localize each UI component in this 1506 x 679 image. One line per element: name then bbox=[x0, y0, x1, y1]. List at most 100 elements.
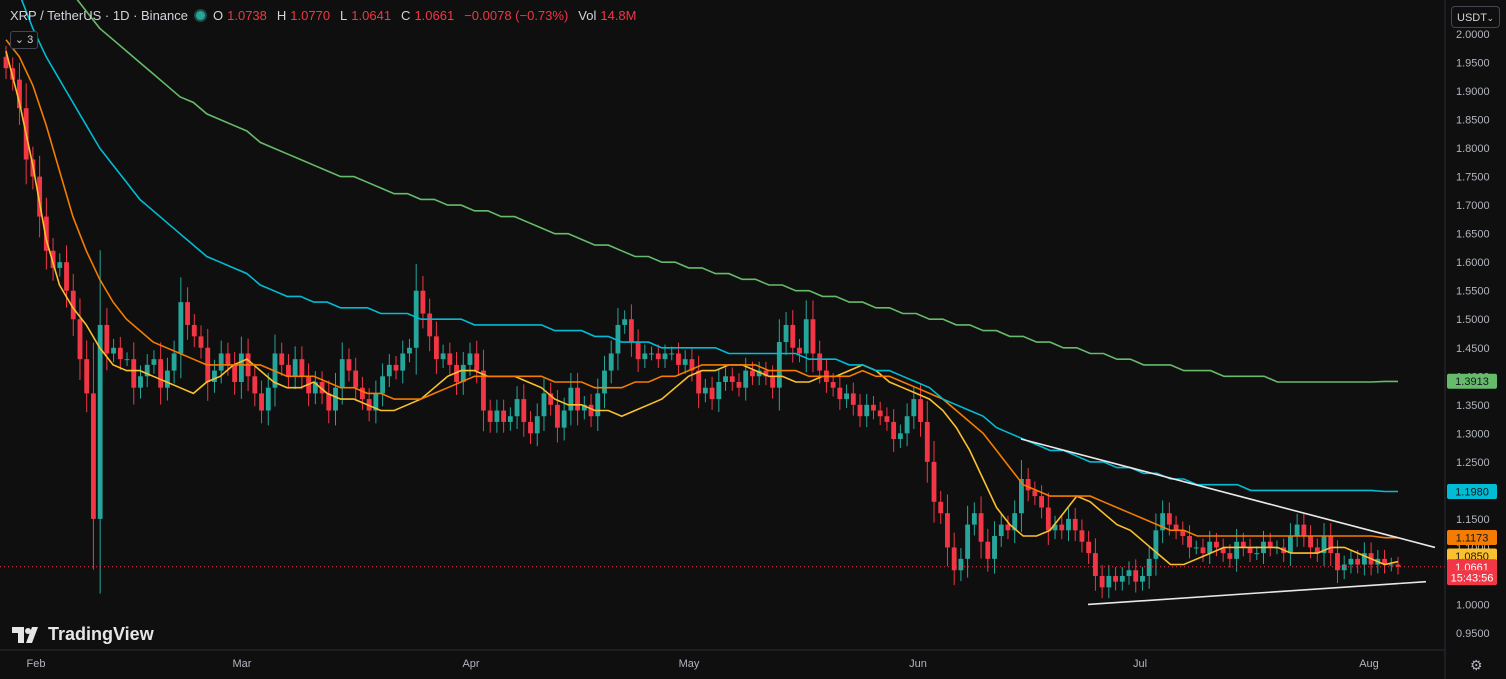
candle bbox=[171, 340, 177, 384]
candle bbox=[487, 399, 493, 433]
price-axis[interactable]: 2.0000 1.9500 1.9000 1.8500 1.8000 1.7500 1.70… bbox=[1456, 29, 1490, 640]
candle bbox=[178, 277, 184, 379]
candle bbox=[164, 357, 170, 401]
chevron-down-icon: ⌄ bbox=[1486, 13, 1494, 23]
candle bbox=[891, 409, 897, 452]
candle bbox=[1012, 500, 1018, 544]
candle bbox=[514, 386, 520, 430]
candle bbox=[37, 155, 43, 238]
candle bbox=[945, 494, 950, 567]
low-label: L bbox=[340, 8, 348, 23]
candle bbox=[433, 321, 439, 375]
candle bbox=[1005, 515, 1011, 540]
candle bbox=[1032, 481, 1038, 505]
currency-select[interactable]: USDT ⌄ bbox=[1451, 6, 1500, 28]
candle bbox=[561, 397, 567, 441]
candle bbox=[588, 393, 594, 428]
time-tick-label: Jul bbox=[1133, 658, 1147, 670]
price-tick-label: 1.3000 bbox=[1456, 428, 1490, 440]
indicators-toggle-button[interactable]: ⌄ 3 bbox=[10, 31, 38, 49]
candle bbox=[716, 369, 722, 412]
candle bbox=[682, 350, 688, 374]
moving-averages-layer bbox=[5, 0, 1399, 566]
settings-gear-icon[interactable]: ⚙ bbox=[1470, 657, 1483, 673]
candle bbox=[1200, 538, 1206, 562]
candle bbox=[198, 325, 204, 359]
candle bbox=[1099, 565, 1105, 599]
candle bbox=[978, 496, 984, 559]
candle bbox=[615, 308, 621, 371]
candle bbox=[709, 376, 715, 410]
candle bbox=[144, 354, 150, 388]
candle bbox=[723, 367, 728, 391]
price-tick-label: 1.0000 bbox=[1456, 599, 1490, 611]
candle bbox=[669, 346, 675, 361]
candle bbox=[1106, 565, 1112, 599]
candle bbox=[259, 380, 264, 424]
price-tick-label: 1.8000 bbox=[1456, 143, 1490, 155]
candle bbox=[1133, 559, 1139, 593]
candle bbox=[1388, 557, 1394, 572]
time-tick-label: Apr bbox=[462, 658, 479, 670]
candle bbox=[602, 355, 607, 409]
candle bbox=[521, 384, 527, 437]
candle bbox=[77, 298, 83, 380]
candle bbox=[729, 367, 735, 391]
candle bbox=[299, 346, 305, 390]
price-tick-label: 1.4500 bbox=[1456, 343, 1490, 355]
close-label: C bbox=[401, 8, 411, 23]
time-axis[interactable]: Feb Mar Apr May Jun Jul Aug bbox=[27, 658, 1379, 670]
candle bbox=[1294, 513, 1300, 547]
candle bbox=[622, 310, 628, 334]
candle bbox=[1314, 538, 1320, 562]
candle bbox=[628, 304, 634, 357]
candle bbox=[554, 389, 560, 443]
candle bbox=[1025, 468, 1031, 502]
moving-average-line bbox=[5, 39, 1398, 539]
candle bbox=[393, 356, 399, 380]
trendlines-layer bbox=[1020, 438, 1436, 606]
price-axis-label: 1.1173 bbox=[1447, 530, 1497, 546]
candle bbox=[763, 361, 769, 386]
symbol-title[interactable]: XRP / TetherUS · 1D · Binance bbox=[10, 8, 188, 23]
candle bbox=[50, 237, 56, 281]
price-tick-label: 1.8500 bbox=[1456, 115, 1490, 127]
candle bbox=[353, 357, 359, 401]
volume-value: 14.8M bbox=[600, 8, 637, 23]
candle bbox=[871, 395, 876, 420]
candle bbox=[57, 253, 63, 277]
candle bbox=[992, 521, 997, 574]
candle bbox=[541, 378, 547, 432]
candle bbox=[736, 373, 742, 397]
candle bbox=[1072, 508, 1078, 542]
candle bbox=[507, 407, 513, 431]
candle bbox=[413, 263, 419, 375]
price-tick-label: 1.5000 bbox=[1456, 314, 1490, 326]
candle bbox=[971, 502, 977, 536]
candle bbox=[877, 401, 883, 426]
price-tick-label: 2.0000 bbox=[1456, 29, 1490, 41]
price-tick-label: 1.7500 bbox=[1456, 172, 1490, 184]
trendline bbox=[1020, 438, 1436, 549]
candle bbox=[373, 380, 379, 424]
candle bbox=[440, 344, 446, 369]
candle bbox=[494, 399, 500, 433]
candle bbox=[864, 393, 870, 428]
candle bbox=[84, 340, 90, 413]
candle bbox=[1395, 556, 1401, 575]
candle bbox=[568, 372, 574, 426]
volume-label: Vol bbox=[578, 8, 597, 23]
candle bbox=[938, 490, 944, 525]
tradingview-logo[interactable]: TradingView bbox=[12, 624, 154, 645]
candle bbox=[689, 348, 695, 382]
candle bbox=[265, 372, 271, 426]
candle bbox=[1328, 523, 1334, 566]
currency-value: USDT bbox=[1457, 12, 1487, 24]
candle bbox=[380, 363, 386, 407]
candle bbox=[346, 348, 352, 382]
svg-text:15:43:56: 15:43:56 bbox=[1451, 573, 1494, 585]
candle bbox=[124, 352, 130, 367]
